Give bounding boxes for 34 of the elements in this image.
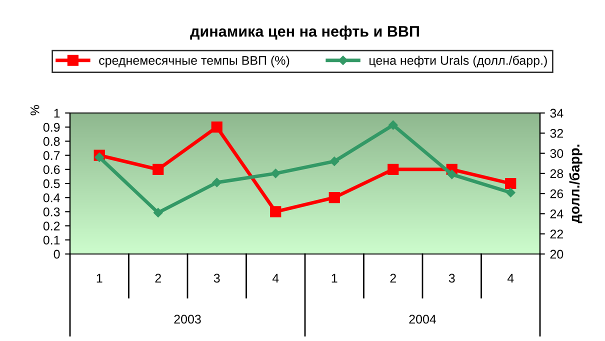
y-tick-label: 0.2 (43, 222, 60, 230)
y-tick-label: 0 (54, 250, 60, 259)
y-tick-label: 0.7 (43, 151, 60, 160)
y2-tick-label: 28 (550, 169, 564, 178)
y2-tick-label: 20 (550, 250, 564, 259)
y-tick-label: 0.3 (43, 208, 60, 216)
text: 2004 (409, 314, 436, 324)
y2-tick-label: 32 (550, 128, 563, 138)
x-tick-label: 2 (390, 274, 396, 283)
y-tick-label: 0.5 (43, 179, 60, 188)
x-tick-label: 1 (96, 274, 102, 283)
y-tick-label: 0.9 (43, 122, 60, 132)
y-tick-label: 0.6 (43, 165, 60, 174)
y-tick-label: 0.8 (43, 137, 60, 146)
x-tick-label: 3 (448, 274, 455, 283)
legend-label: среднемесячные темпы ВВП (%) (99, 56, 290, 68)
x-tick-label: 1 (332, 274, 338, 283)
x-tick-label: 4 (272, 274, 279, 283)
y2-tick-label: 24 (550, 210, 564, 218)
y-tick-label: 0.1 (43, 236, 60, 245)
y2-tick-label: 22 (550, 230, 563, 238)
x-tick-label: 2 (155, 274, 161, 283)
y-axis-title: % (30, 105, 40, 116)
y2-tick-label: 34 (550, 108, 564, 118)
legend-label: цена нефти Urals (долл./барр.) (370, 56, 547, 68)
x-tick-label: 4 (507, 274, 514, 283)
y2-tick-label: 30 (550, 149, 564, 158)
y2-tick-label: 26 (550, 189, 564, 198)
x-tick-label: 3 (214, 274, 220, 283)
text: 2003 (174, 314, 201, 324)
y2-axis-title: долл./барр. (569, 144, 582, 224)
y-tick-label: 1 (54, 108, 60, 118)
y-tick-label: 0.4 (43, 193, 60, 202)
chart-title: динамика цен на нефть и ВВП (190, 26, 419, 40)
